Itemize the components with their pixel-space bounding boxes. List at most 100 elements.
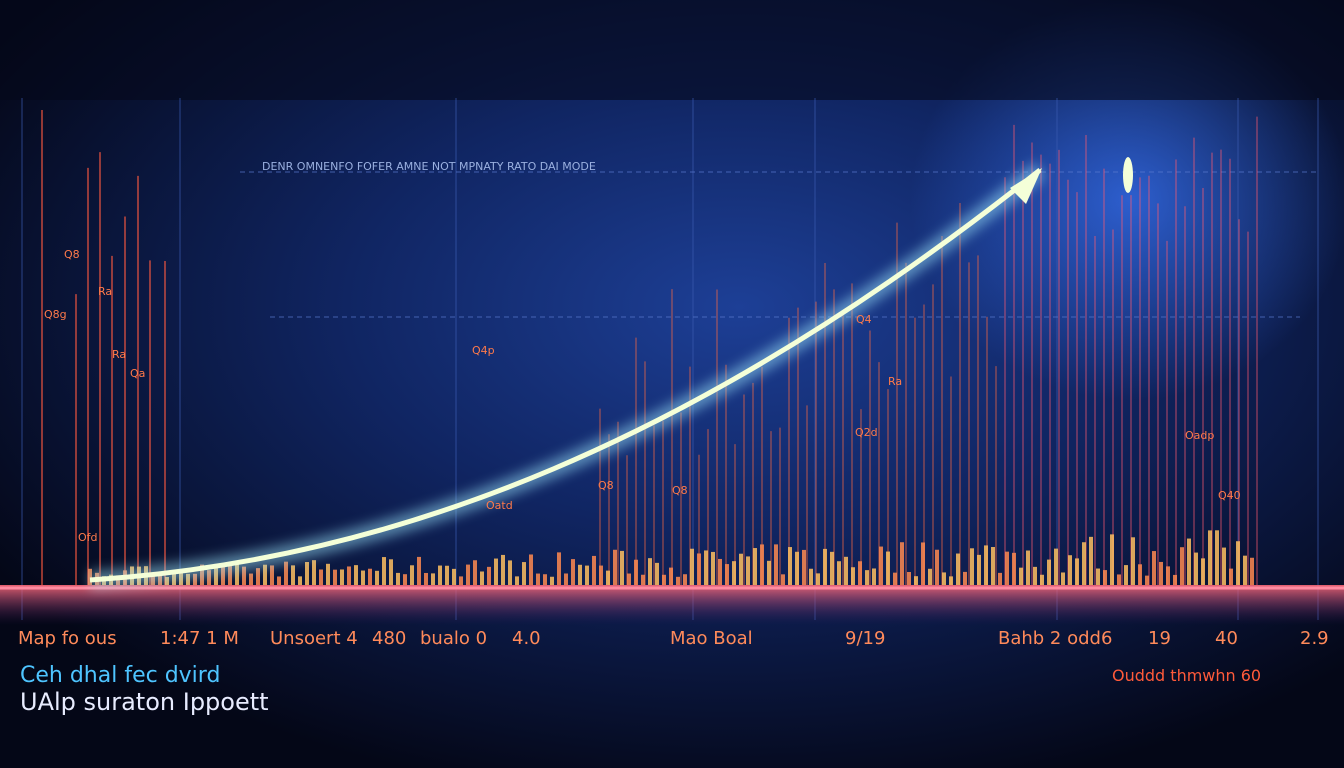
bar (998, 572, 1002, 585)
bar (347, 566, 351, 585)
bar (557, 552, 561, 585)
chart-label: Ra (888, 375, 902, 388)
bar (508, 560, 512, 585)
chart-label: Q8 (672, 484, 688, 497)
bar (669, 567, 673, 585)
bar (466, 564, 470, 585)
bar (676, 576, 680, 585)
bar (228, 563, 232, 585)
bar (550, 576, 554, 585)
bar (816, 573, 820, 585)
bar (1138, 564, 1142, 585)
bar (410, 565, 414, 585)
bar (844, 556, 848, 585)
bar (529, 554, 533, 585)
bar (963, 571, 967, 585)
bar (1089, 536, 1093, 585)
bar (221, 563, 225, 585)
top-shade (0, 0, 1344, 100)
bar (1061, 572, 1065, 585)
bar (1082, 542, 1086, 585)
bar (893, 572, 897, 585)
bar (1075, 558, 1079, 585)
bars (41, 110, 1258, 585)
floor-glow (0, 585, 1344, 625)
bar (193, 573, 197, 585)
bar (725, 564, 729, 585)
bar (305, 561, 309, 585)
bar (312, 560, 316, 585)
footer-note: Ouddd thmwhn 60 (1112, 666, 1261, 685)
bar (935, 549, 939, 585)
bar (438, 565, 442, 585)
bar (375, 570, 379, 585)
bar (501, 554, 505, 585)
bar (186, 573, 190, 585)
chart-label: Q4p (472, 344, 495, 357)
axis-label: 1:47 1 M (160, 628, 239, 649)
bar (1096, 568, 1100, 585)
bar (655, 562, 659, 585)
bar (263, 564, 267, 585)
bar (1173, 574, 1177, 585)
bar (480, 571, 484, 585)
bar (970, 548, 974, 585)
bar (1145, 575, 1149, 585)
bar (851, 567, 855, 585)
bar (781, 574, 785, 585)
glow (910, 0, 1344, 400)
bar (361, 570, 365, 585)
bar (641, 574, 645, 585)
bar (389, 559, 393, 585)
bar (1131, 537, 1135, 585)
bar (704, 550, 708, 585)
bar (662, 574, 666, 585)
bar (956, 553, 960, 585)
bar (1166, 566, 1170, 585)
chart-label: Ra (98, 285, 112, 298)
chart-label: Q4 (856, 313, 872, 326)
bar (732, 561, 736, 585)
bar (1005, 551, 1009, 585)
bar (1019, 567, 1023, 585)
bar (774, 544, 778, 585)
bar (522, 562, 526, 585)
bar (802, 549, 806, 585)
bar (340, 569, 344, 585)
bar (578, 564, 582, 585)
arrow-head (1010, 168, 1042, 204)
bar (1152, 551, 1156, 585)
bar (452, 568, 456, 585)
bar (907, 571, 911, 585)
footer-title: UAlp suraton Ippoett (20, 688, 269, 716)
bar (746, 556, 750, 585)
bar (823, 548, 827, 585)
bar (1054, 548, 1058, 585)
bar (1068, 555, 1072, 585)
bar (326, 563, 330, 585)
bar (1208, 530, 1212, 585)
chart-label: Ofd (78, 531, 98, 544)
bar (270, 565, 274, 585)
bar (1012, 552, 1016, 585)
bar (417, 556, 421, 585)
bar (767, 560, 771, 585)
bar (1124, 565, 1128, 585)
bar (585, 565, 589, 585)
axis-label: 480 (372, 628, 406, 649)
chart-label: Q8g (44, 308, 67, 321)
bar (753, 548, 757, 585)
bar (1110, 534, 1114, 585)
bar (1047, 559, 1051, 585)
bar (459, 576, 463, 585)
bar (1250, 557, 1254, 585)
bar (319, 569, 323, 585)
bar (382, 557, 386, 585)
bar (564, 573, 568, 585)
bar (984, 545, 988, 585)
grid (21, 98, 1320, 620)
bar (711, 551, 715, 585)
chart-label: Q2d (855, 426, 878, 439)
bar (683, 574, 687, 585)
